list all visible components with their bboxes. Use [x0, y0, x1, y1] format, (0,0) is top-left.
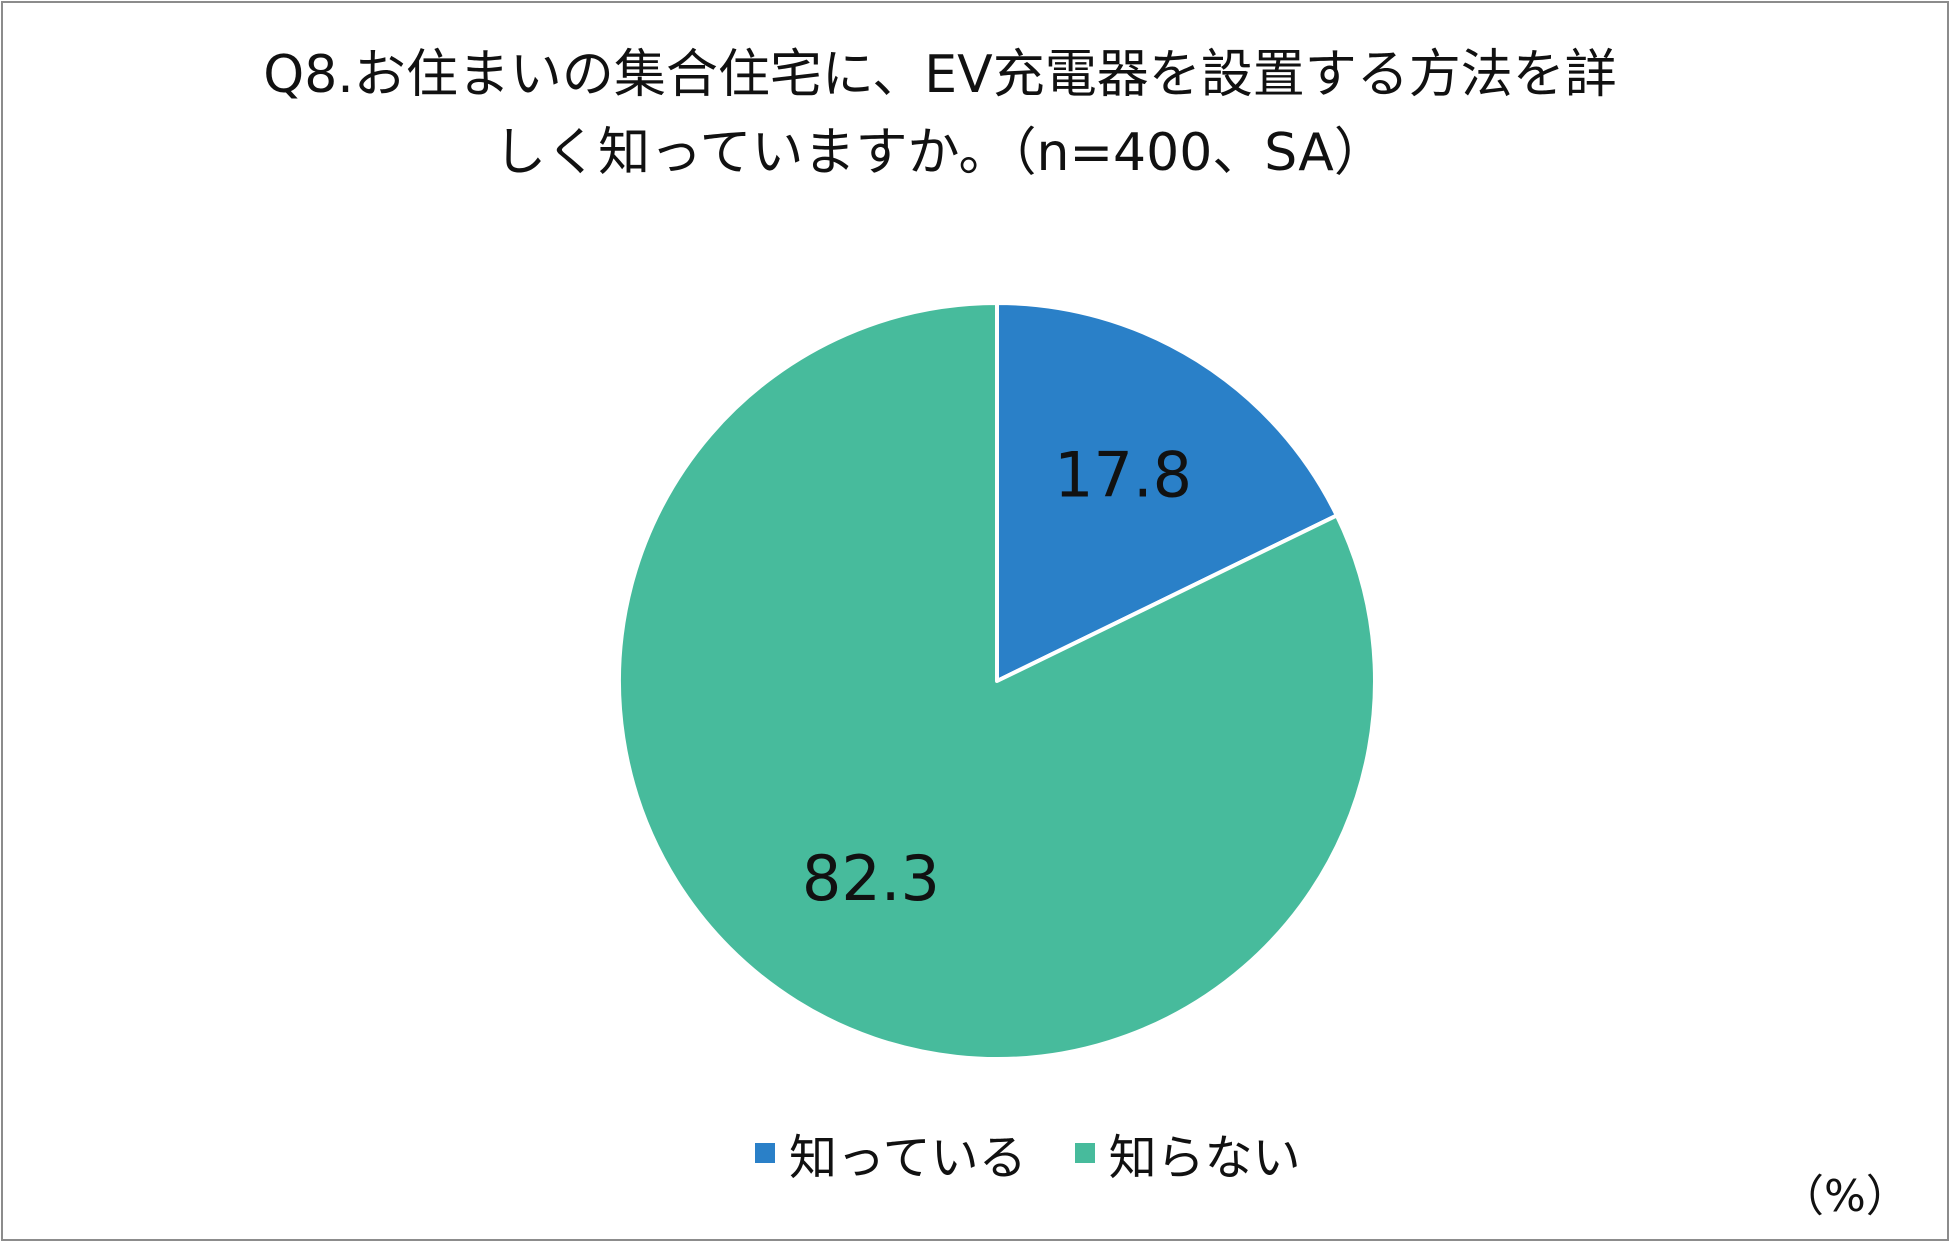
legend-label-known: 知っている: [789, 1130, 1027, 1186]
pie-slice-unknown: [617, 301, 1377, 1061]
pie-label-unknown: 82.3: [802, 842, 940, 915]
chart-title-line-2: しく知っていますか。（n=400、SA）: [494, 123, 1386, 183]
pie-slice-known: [995, 301, 1339, 683]
pie-label-known: 17.8: [1054, 438, 1192, 511]
legend-swatch-known: [755, 1143, 775, 1163]
chart-legend: 知っている 知らない: [755, 1120, 1349, 1186]
legend-item-known: 知っている: [755, 1118, 1027, 1188]
legend-item-unknown: 知らない: [1074, 1118, 1301, 1188]
chart-title: Q8.お住まいの集合住宅に、EV充電器を設置する方法を詳 しく知っていますか。（…: [120, 36, 1760, 192]
legend-label-unknown: 知らない: [1108, 1130, 1301, 1186]
unit-label: （%）: [1780, 1171, 1910, 1222]
chart-title-line-1: Q8.お住まいの集合住宅に、EV充電器を設置する方法を詳: [263, 45, 1617, 105]
legend-swatch-unknown: [1074, 1143, 1095, 1163]
